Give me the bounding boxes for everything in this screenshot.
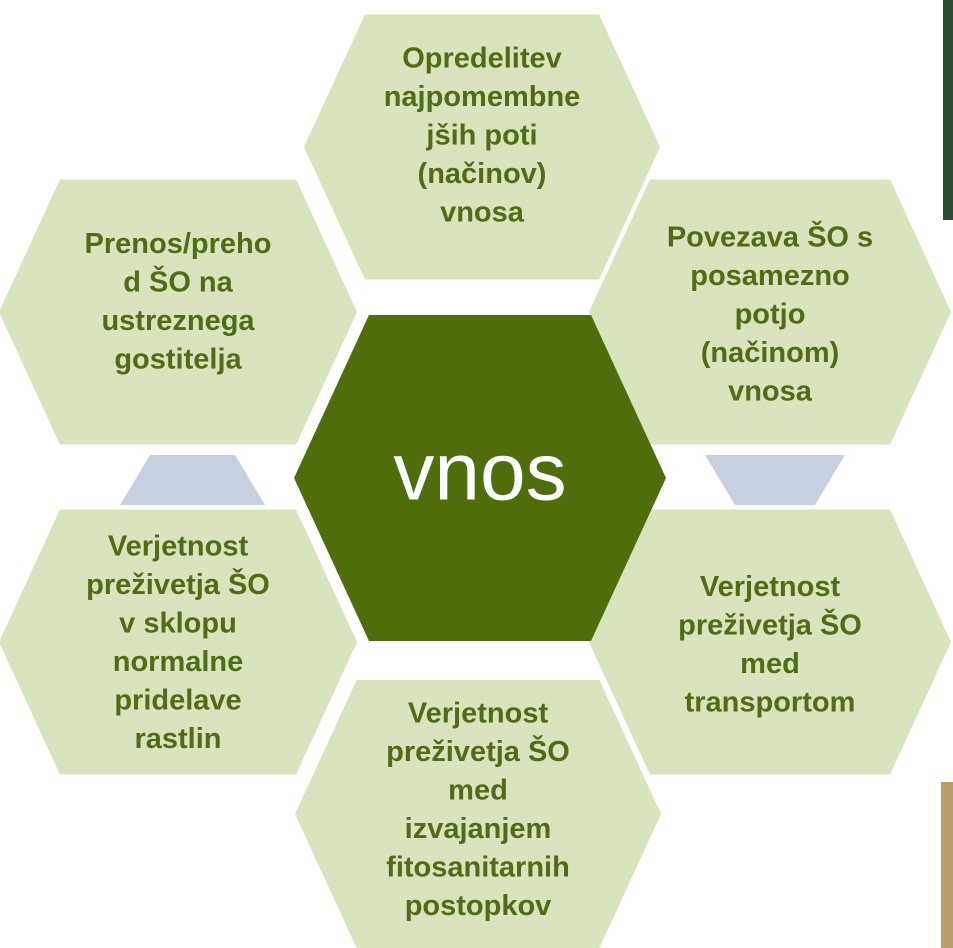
node-label-line: d ŠO na <box>123 264 233 298</box>
node-label-line: preživetja ŠO <box>86 567 270 601</box>
node-label-line: Povezava ŠO s <box>667 220 873 254</box>
node-label-line: preživetja ŠO <box>678 607 862 641</box>
node-label-line: potjo <box>735 299 806 331</box>
node-label-line: Prenos/preho <box>85 228 272 260</box>
center-label: vnos <box>393 427 566 518</box>
node-label-line: Verjetnost <box>108 530 249 562</box>
connector <box>120 455 265 505</box>
node-label-line: fitosanitarnih <box>386 851 570 883</box>
side-panel <box>943 0 953 220</box>
node-label-line: (načinov) <box>418 158 547 190</box>
node-label-line: normalne <box>113 646 244 678</box>
node-label-line: rastlin <box>134 723 221 755</box>
node-label-line: izvajanjem <box>405 813 552 845</box>
diagram: vnos Opredelitev najpomembne jših poti (nači… <box>0 0 953 948</box>
node-label-line: posamezno <box>690 260 850 292</box>
node-label-line: med <box>740 648 800 680</box>
node-label-line: najpomembne <box>384 81 581 113</box>
connector <box>705 455 845 505</box>
node-label-line: jših poti <box>425 120 537 152</box>
node-label-line: postopkov <box>405 890 552 922</box>
node-label-line: gostitelja <box>114 343 242 375</box>
side-image <box>941 782 953 948</box>
node-label-line: preživetja ŠO <box>386 734 570 768</box>
node-label-line: (načinom) <box>701 337 840 369</box>
node-label-line: transportom <box>685 686 856 718</box>
node-label-line: Verjetnost <box>700 571 841 603</box>
node-label-line: Opredelitev <box>402 43 562 75</box>
node-label-line: vnosa <box>728 376 813 408</box>
node-label-line: med <box>448 774 508 806</box>
hexagon <box>589 510 951 775</box>
node-label-line: vnosa <box>440 197 525 229</box>
node-label-line: Verjetnost <box>408 697 549 729</box>
node-label-line: pridelave <box>114 684 241 716</box>
node-label-line: ustreznega <box>101 305 255 337</box>
node-label-line: v sklopu <box>119 607 237 639</box>
